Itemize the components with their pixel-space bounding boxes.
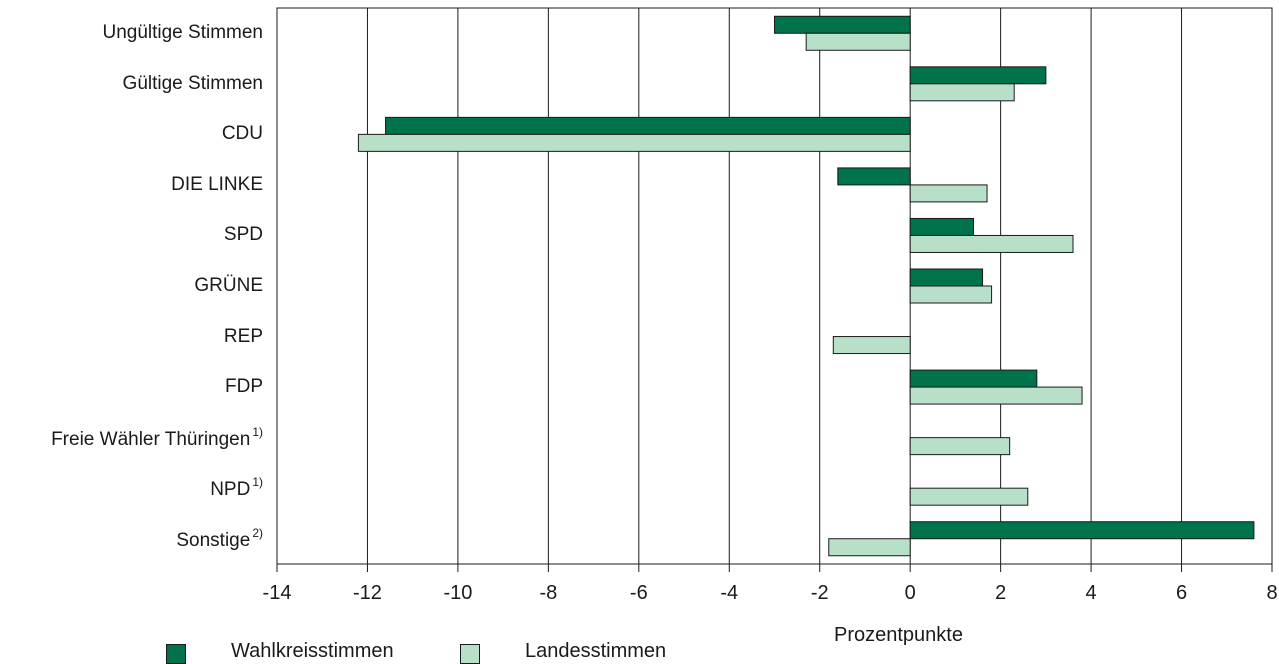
bar-landesstimmen [357,133,911,152]
category-label-text: CDU [221,123,263,145]
x-tick-label: -2 [811,582,829,604]
category-footnote-mark: 2) [252,525,263,540]
category-label: NPD 1) [210,475,263,501]
bar-landesstimmen [909,386,1083,405]
x-tick-label: -12 [353,582,382,604]
plot-frame [276,7,1273,565]
category-label-text: Freie Wähler Thüringen [51,428,251,450]
category-label: Gültige Stimmen [123,73,263,95]
bar-landesstimmen [909,437,1011,456]
category-footnote-mark: 1) [252,424,263,439]
bar-wahlkreisstimmen [909,521,1255,540]
bar-landesstimmen [909,487,1029,506]
bar-wahlkreisstimmen [909,66,1047,85]
category-label-text: Gültige Stimmen [122,72,263,94]
legend-swatch-landes [460,644,480,664]
category-label: Freie Wähler Thüringen 1) [51,425,263,451]
category-label-text: GRÜNE [194,275,263,296]
bar-landesstimmen [909,184,988,203]
x-tick-label: 0 [905,582,916,604]
x-axis-label: Prozentpunkte [834,624,963,646]
legend-label-landes: Landesstimmen [525,640,667,662]
bar-landesstimmen [832,336,911,355]
x-axis-ticks: -14 -12 -10 -8 -6 -4 -2 0 2 4 6 8 [263,564,1278,604]
category-label-text: NPD [210,479,251,501]
x-tick-label: -4 [720,582,738,604]
bar-landesstimmen [909,83,1015,102]
bar-landesstimmen [828,538,911,557]
bar-wahlkreisstimmen [774,15,911,34]
category-label: DIE LINKE [171,174,263,196]
category-label: Ungültige Stimmen [102,22,263,44]
bar-wahlkreisstimmen [909,217,975,236]
bar-wahlkreisstimmen [837,167,911,186]
category-label: Sonstige 2) [176,526,263,552]
category-label: REP [224,326,263,348]
legend-label-wahlkreis: Wahlkreisstimmen [231,640,394,662]
category-label-text: DIE LINKE [171,173,263,195]
category-footnote-mark: 1) [252,475,263,490]
category-label-text: FDP [225,376,263,398]
category-label: SPD [224,224,263,246]
bars [357,15,1255,557]
bar-wahlkreisstimmen [909,369,1038,388]
category-label: GRÜNE [194,275,263,297]
legend-swatch-wahlkreis [166,644,186,664]
x-tick-label: 6 [1176,582,1187,604]
x-tick-label: 2 [995,582,1006,604]
category-label-text: Ungültige Stimmen [102,22,263,44]
bar-landesstimmen [909,234,1074,253]
category-label: CDU [222,123,263,145]
category-label-text: SPD [223,224,263,246]
x-tick-label: 4 [1086,582,1097,604]
x-tick-label: -14 [263,582,292,604]
bar-wahlkreisstimmen [385,116,911,135]
gridlines [366,8,1183,564]
x-tick-label: 8 [1266,582,1277,604]
category-label-text: Sonstige [176,529,251,551]
x-tick-label: -10 [443,582,472,604]
category-label-text: REP [223,325,263,347]
bar-wahlkreisstimmen [909,268,984,287]
bar-landesstimmen [805,32,911,51]
x-tick-label: -6 [630,582,648,604]
bar-landesstimmen [909,285,993,304]
x-tick-label: -8 [539,582,557,604]
category-label: FDP [225,376,263,398]
